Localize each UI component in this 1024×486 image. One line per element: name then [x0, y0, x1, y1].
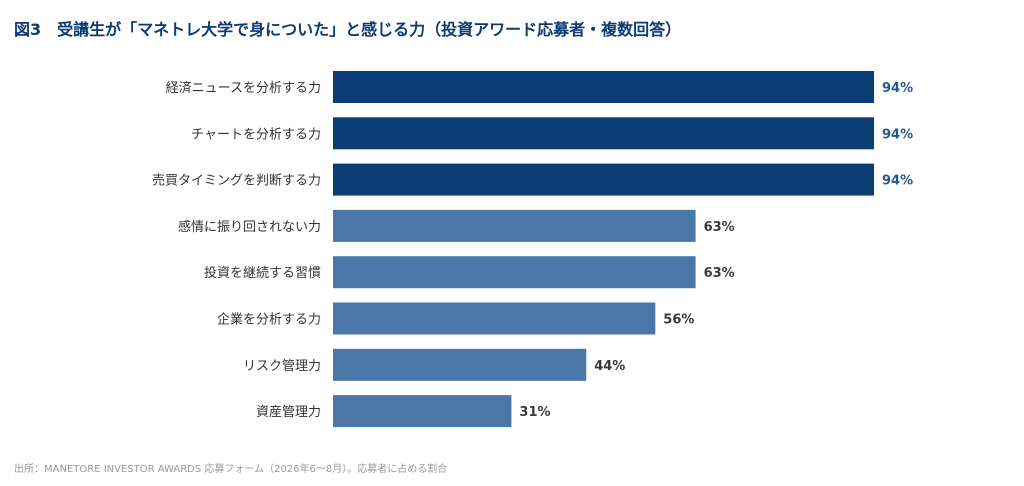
value-label: 63%	[704, 266, 735, 281]
bar-1	[333, 117, 874, 150]
bar-2	[333, 163, 874, 196]
category-label: 投資を継続する習慣	[204, 265, 321, 281]
bar-6	[333, 348, 587, 381]
chart-title: 図3 受講生が「マネトレ大学で身についた」と感じる力（投資アワード応募者・複数回…	[14, 20, 682, 39]
bar-0	[333, 71, 874, 103]
value-label: 94%	[882, 174, 913, 189]
category-label: 感情に振り回されない力	[178, 219, 321, 235]
bar-4	[333, 256, 696, 289]
value-label: 44%	[594, 359, 625, 374]
value-label: 56%	[663, 313, 694, 328]
category-label: 経済ニュースを分析する力	[166, 80, 321, 96]
category-label: 売買タイミングを判断する力	[152, 173, 321, 189]
value-label: 31%	[519, 405, 550, 420]
value-label: 94%	[882, 127, 913, 142]
category-label: リスク管理力	[243, 359, 321, 374]
bar-7	[333, 395, 512, 428]
source-note: 出所：MANETORE INVESTOR AWARDS 応募フォーム（2026年…	[14, 464, 448, 475]
bar-5	[333, 302, 656, 335]
category-label: 資産管理力	[256, 404, 321, 420]
value-label: 63%	[704, 220, 735, 235]
bar-3	[333, 209, 696, 242]
value-label: 94%	[882, 81, 913, 96]
category-label: チャートを分析する力	[191, 127, 321, 142]
category-label: 企業を分析する力	[217, 312, 321, 328]
